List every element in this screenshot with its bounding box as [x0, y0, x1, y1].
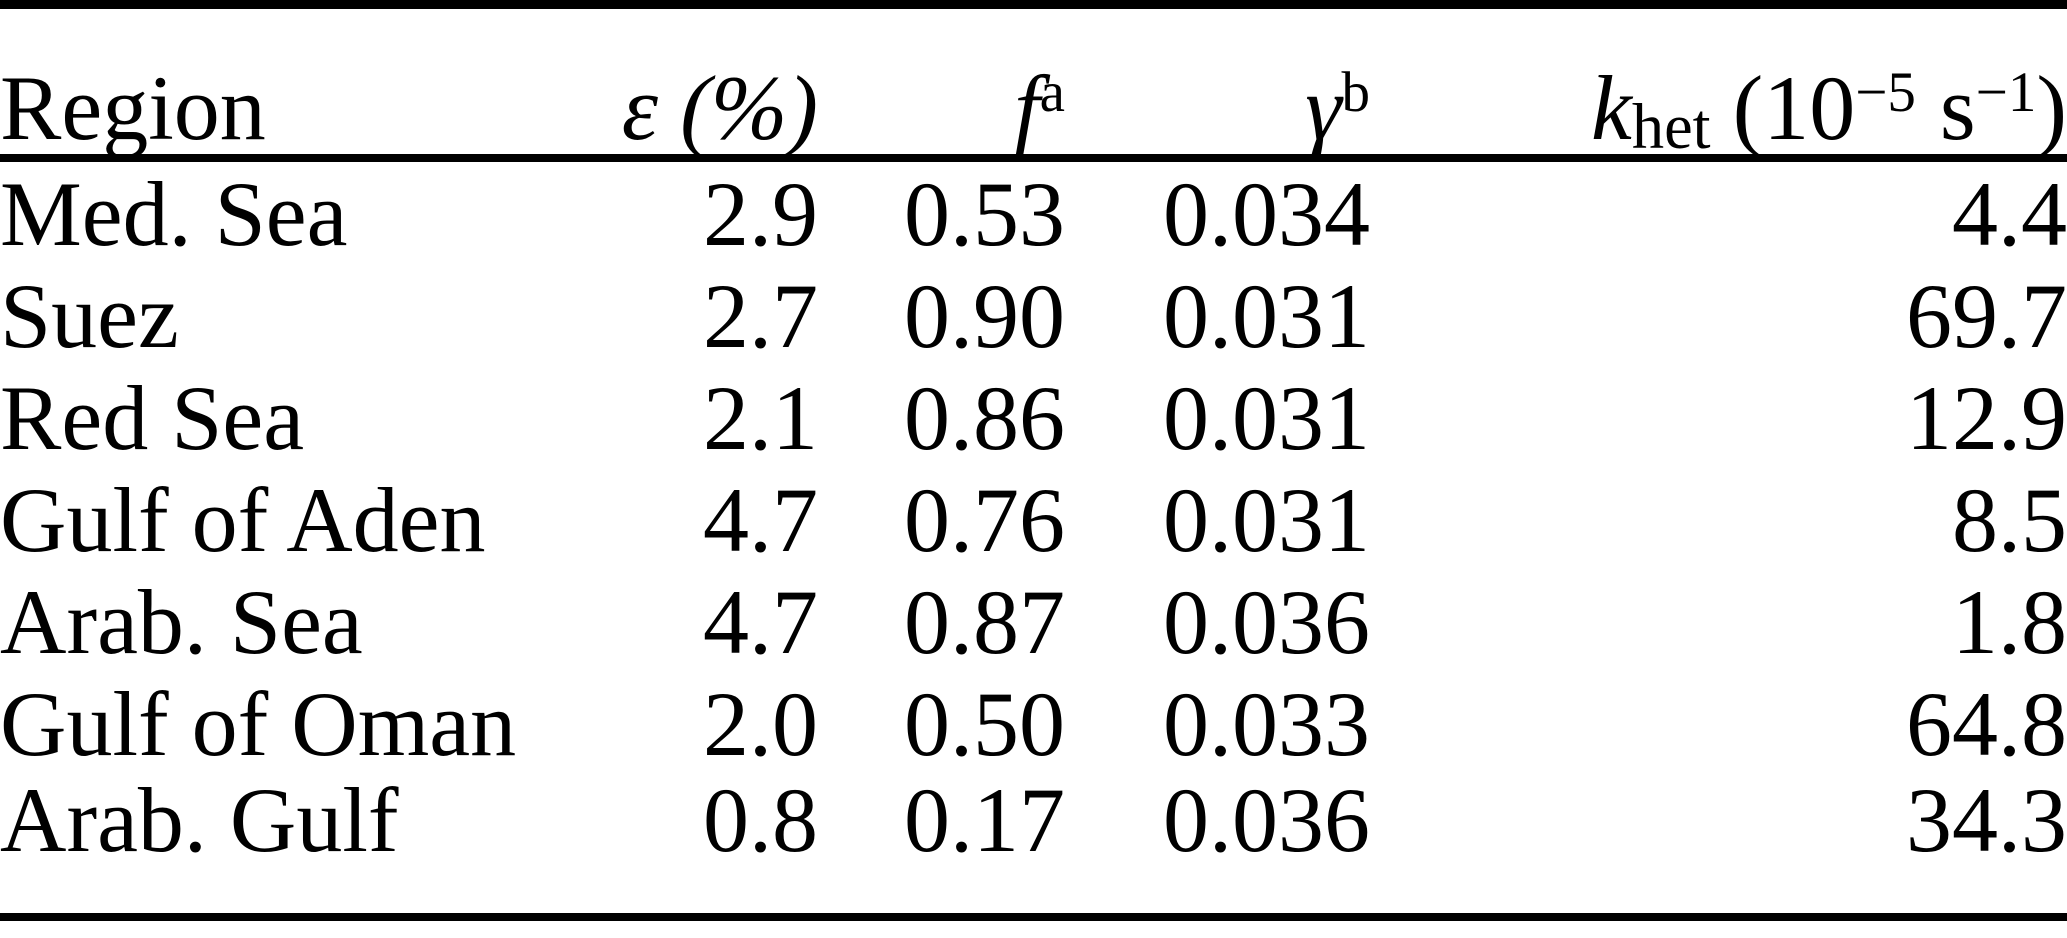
col-header-epsilon: ε (%) [620, 4, 818, 162]
cell-khet: 34.3 [1906, 768, 2067, 871]
table-row: Arab. Gulf 0.8 0.17 0.036 34.3 [0, 770, 2067, 917]
table-row: Gulf of Oman 2.0 0.50 0.033 64.8 [0, 668, 2067, 770]
cell-khet: 8.5 [1952, 468, 2067, 571]
k-unit-close: ) [2036, 56, 2067, 159]
k-symbol: k [1591, 56, 1632, 159]
epsilon-symbol: ε [621, 56, 658, 159]
k-unit-exponent-2: −1 [1975, 61, 2037, 125]
cell-epsilon: 2.1 [703, 366, 818, 469]
cell-f: 0.17 [904, 768, 1065, 871]
cell-gamma: 0.031 [1163, 264, 1370, 367]
epsilon-unit: (%) [680, 56, 818, 159]
col-header-gamma: γb [1065, 4, 1370, 162]
cell-region: Med. Sea [0, 162, 348, 265]
cell-khet: 1.8 [1952, 570, 2067, 673]
table-body: Med. Sea 2.9 0.53 0.034 4.4 Suez 2.7 0.9… [0, 158, 2067, 917]
cell-region: Gulf of Aden [0, 468, 486, 571]
cell-gamma: 0.033 [1163, 672, 1370, 775]
cell-f: 0.90 [904, 264, 1065, 367]
table-row: Arab. Sea 4.7 0.87 0.036 1.8 [0, 566, 2067, 668]
cell-epsilon: 4.7 [703, 570, 818, 673]
col-header-region-label: Region [0, 56, 266, 159]
cell-khet: 64.8 [1906, 672, 2067, 775]
col-header-region: Region [0, 4, 620, 162]
table-row: Red Sea 2.1 0.86 0.031 12.9 [0, 362, 2067, 464]
f-symbol: f [1014, 56, 1040, 159]
cell-gamma: 0.034 [1163, 162, 1370, 265]
k-unit-seconds: s [1939, 56, 1976, 159]
table-row: Gulf of Aden 4.7 0.76 0.031 8.5 [0, 464, 2067, 566]
cell-f: 0.86 [904, 366, 1065, 469]
table-header: Region ε (%) fa γb khet (10−5 s−1) [0, 4, 2067, 162]
cell-f: 0.50 [904, 672, 1065, 775]
table-row: Med. Sea 2.9 0.53 0.034 4.4 [0, 158, 2067, 260]
cell-gamma: 0.031 [1163, 468, 1370, 571]
cell-f: 0.76 [904, 468, 1065, 571]
cell-region: Arab. Sea [0, 570, 363, 673]
k-unit-exponent-1: −5 [1855, 61, 1916, 125]
cell-gamma: 0.036 [1163, 570, 1370, 673]
cell-khet: 4.4 [1952, 162, 2067, 265]
cell-f: 0.53 [904, 162, 1065, 265]
gamma-superscript: b [1341, 61, 1370, 125]
cell-f: 0.87 [904, 570, 1065, 673]
col-header-khet: khet (10−5 s−1) [1370, 4, 2067, 162]
cell-epsilon: 4.7 [703, 468, 818, 571]
table-row: Suez 2.7 0.90 0.031 69.7 [0, 260, 2067, 362]
cell-region: Gulf of Oman [0, 672, 517, 775]
k-subscript: het [1631, 91, 1711, 163]
cell-region: Arab. Gulf [0, 768, 399, 871]
cell-gamma: 0.036 [1163, 768, 1370, 871]
gamma-symbol: γ [1305, 56, 1342, 159]
f-superscript: a [1039, 61, 1065, 125]
cell-epsilon: 0.8 [703, 768, 818, 871]
cell-epsilon: 2.0 [703, 672, 818, 775]
cell-khet: 69.7 [1906, 264, 2067, 367]
cell-khet: 12.9 [1906, 366, 2067, 469]
col-header-f: fa [818, 4, 1065, 162]
cell-gamma: 0.031 [1163, 366, 1370, 469]
k-unit-open: (10 [1732, 56, 1856, 159]
cell-epsilon: 2.7 [703, 264, 818, 367]
cell-region: Suez [0, 264, 179, 367]
cell-region: Red Sea [0, 366, 305, 469]
header-row: Region ε (%) fa γb khet (10−5 s−1) [0, 4, 2067, 162]
cell-epsilon: 2.9 [703, 162, 818, 265]
